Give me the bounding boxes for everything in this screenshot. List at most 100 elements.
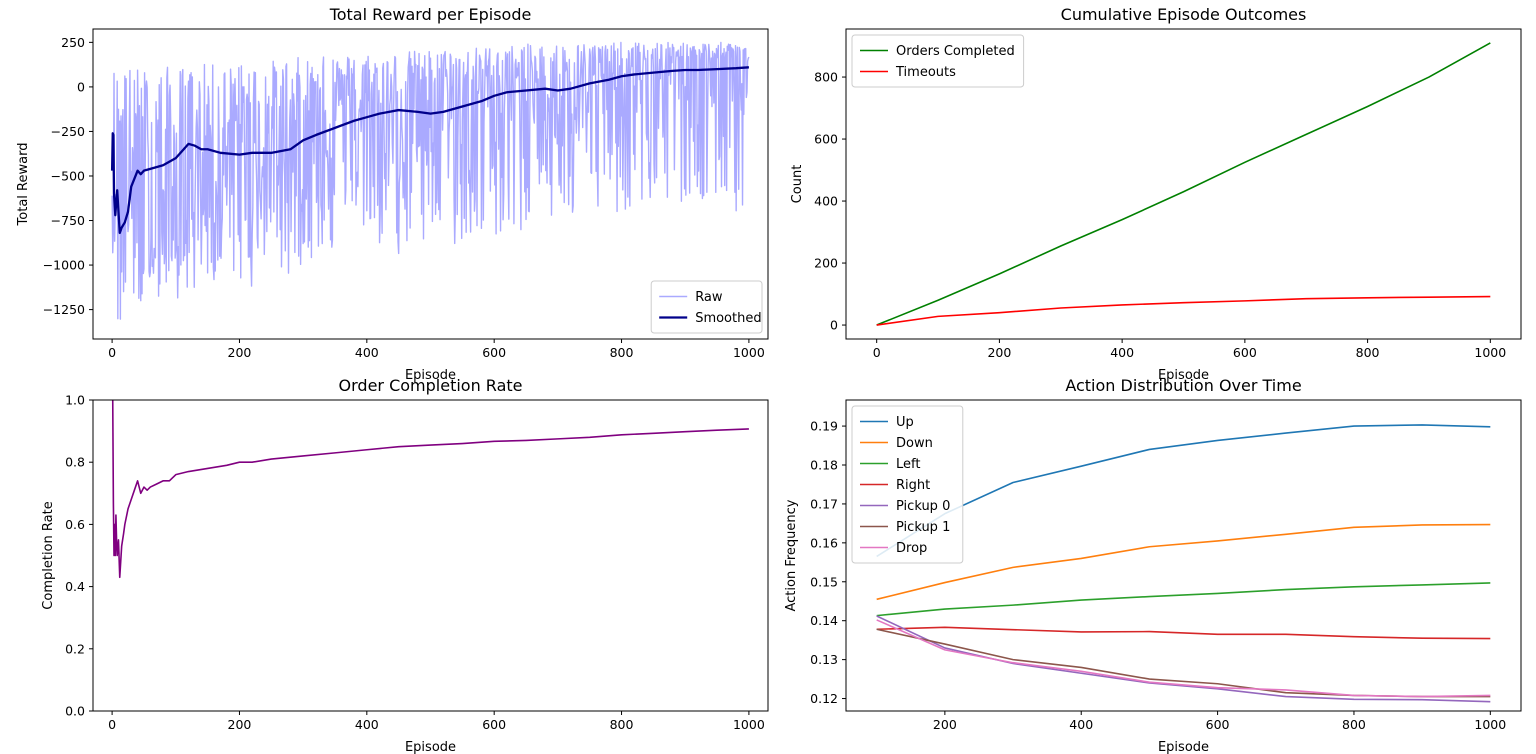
y-axis-label: Action Frequency [784, 499, 799, 611]
y-tick-label: 0.18 [810, 458, 838, 473]
y-axis-label: Completion Rate [41, 501, 56, 609]
axes-frame [845, 28, 1522, 340]
legend-label: Up [896, 415, 914, 430]
x-tick-label: 600 [1233, 345, 1257, 360]
y-tick-label: 600 [814, 132, 838, 147]
y-tick-label: 0.14 [810, 613, 838, 628]
series-line-orders-completed [876, 42, 1491, 326]
series-line-drop [876, 619, 1491, 698]
x-axis-label: Episode [1158, 368, 1209, 383]
legend-label: Raw [695, 290, 723, 305]
legend: Orders Completed Timeouts [851, 34, 1025, 88]
y-tick-label: 0.17 [810, 496, 838, 511]
legend-label: Left [896, 457, 920, 472]
x-tick-label: 1000 [1474, 717, 1506, 732]
y-tick-label: 800 [814, 70, 838, 85]
y-tick-label: −750 [51, 213, 85, 228]
y-tick-label: 200 [814, 256, 838, 271]
x-tick-label: 800 [610, 345, 634, 360]
chart-panel-4: Action Distribution Over Time 200 400 600 80… [784, 376, 1522, 754]
x-tick-label: 200 [987, 345, 1011, 360]
plot-area [111, 400, 749, 579]
y-tick-label: 0.8 [65, 455, 85, 470]
x-tick-label: 600 [482, 345, 506, 360]
chart-title: Cumulative Episode Outcomes [1061, 5, 1307, 24]
y-tick-label: 0.12 [810, 691, 838, 706]
series-line-series [111, 400, 749, 579]
chart-title: Order Completion Rate [339, 376, 523, 395]
x-tick-label: 1000 [733, 717, 765, 732]
legend-label: Right [896, 478, 930, 493]
x-axis-label: Episode [405, 740, 456, 754]
x-tick-label: 800 [1342, 717, 1366, 732]
y-tick-label: −500 [51, 168, 85, 183]
series-line-up [876, 424, 1491, 558]
x-tick-label: 1000 [733, 345, 765, 360]
y-tick-label: 0 [830, 318, 838, 333]
legend-label: Smoothed [695, 311, 761, 326]
series-line-smoothed [110, 66, 749, 235]
series-line-right [876, 626, 1491, 640]
series-line-timeouts [876, 295, 1491, 326]
legend-box [851, 405, 964, 564]
x-tick-label: 800 [1356, 345, 1380, 360]
chart-panel-2: Cumulative Episode Outcomes 0 200 400 600 800… [790, 5, 1522, 383]
y-tick-label: 0.15 [810, 574, 838, 589]
x-tick-label: 0 [873, 345, 881, 360]
x-tick-label: 0 [108, 345, 116, 360]
y-tick-label: −1250 [43, 302, 85, 317]
y-tick-label: 0.4 [65, 579, 85, 594]
legend-label: Orders Completed [896, 44, 1015, 59]
plot-area [110, 41, 750, 320]
x-tick-label: 600 [482, 717, 506, 732]
y-tick-label: 1.0 [65, 393, 85, 408]
y-tick-label: −250 [51, 124, 85, 139]
y-tick-label: 0.19 [810, 419, 838, 434]
x-tick-label: 200 [228, 345, 252, 360]
x-tick-label: 400 [1069, 717, 1093, 732]
legend-box [851, 34, 1025, 88]
y-tick-label: 0.6 [65, 517, 85, 532]
y-tick-label: 0.16 [810, 535, 838, 550]
legend-label: Down [896, 436, 933, 451]
legend: Raw Smoothed [650, 280, 763, 334]
x-tick-label: 200 [933, 717, 957, 732]
legend-label: Pickup 1 [896, 520, 950, 535]
y-tick-label: 0.2 [65, 641, 85, 656]
chart-title: Action Distribution Over Time [1065, 376, 1301, 395]
y-tick-label: 250 [61, 35, 85, 50]
y-tick-label: 0 [77, 79, 85, 94]
x-tick-label: 600 [1206, 717, 1230, 732]
axes-frame [92, 399, 769, 712]
x-tick-label: 800 [610, 717, 634, 732]
x-axis-label: Episode [405, 368, 456, 383]
plot-area [876, 424, 1491, 703]
y-tick-label: 0.0 [65, 704, 85, 719]
chart-title: Total Reward per Episode [329, 5, 532, 24]
y-tick-label: 0.13 [810, 652, 838, 667]
y-axis-label: Count [790, 165, 805, 204]
legend-label: Timeouts [895, 65, 956, 80]
y-tick-label: −1000 [43, 258, 85, 273]
chart-panel-1: Total Reward per Episode 0 200 400 600 800 100… [16, 5, 769, 383]
x-tick-label: 1000 [1474, 345, 1506, 360]
legend-label: Pickup 0 [896, 499, 950, 514]
y-axis-label: Total Reward [16, 143, 31, 227]
legend-label: Drop [896, 541, 927, 556]
legend-box [650, 280, 763, 334]
x-tick-label: 0 [108, 717, 116, 732]
series-line-left [876, 582, 1491, 617]
axes-frame [92, 28, 769, 340]
axes-frame [845, 399, 1522, 712]
x-tick-label: 400 [355, 345, 379, 360]
plot-area [876, 42, 1491, 326]
legend: Up Down Left Right Pickup 0 Pickup 1 Drop [851, 405, 964, 564]
y-tick-label: 400 [814, 194, 838, 209]
x-axis-label: Episode [1158, 740, 1209, 754]
series-line-down [876, 523, 1491, 601]
x-tick-label: 200 [228, 717, 252, 732]
x-tick-label: 400 [355, 717, 379, 732]
x-tick-label: 400 [1110, 345, 1134, 360]
chart-panel-3: Order Completion Rate 0 200 400 600 800 1000 0.… [41, 376, 769, 754]
